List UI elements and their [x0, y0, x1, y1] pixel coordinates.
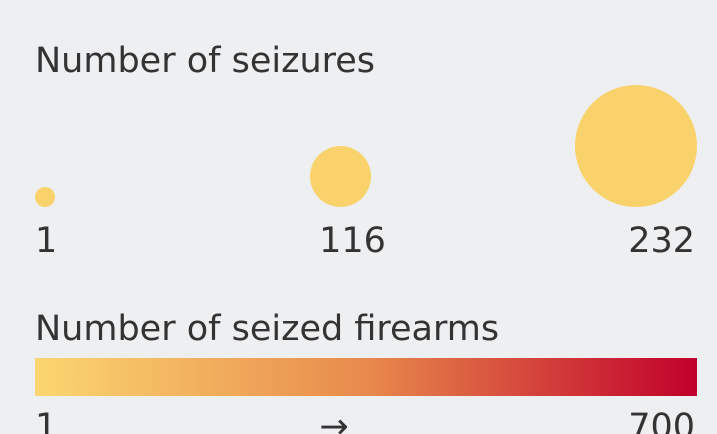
size-label: 232	[628, 221, 695, 261]
size-circle	[575, 85, 697, 207]
color-min-label: 1	[35, 407, 57, 434]
size-label: 1	[35, 221, 57, 261]
color-ramp	[35, 358, 697, 396]
size-legend-title: Number of seizures	[35, 41, 375, 81]
color-legend-title: Number of seized firearms	[35, 309, 499, 349]
size-circle	[35, 187, 55, 207]
size-circle	[310, 146, 371, 207]
color-max-label: 700	[628, 407, 695, 434]
size-label: 116	[319, 221, 386, 261]
color-arrow: →	[319, 407, 348, 434]
